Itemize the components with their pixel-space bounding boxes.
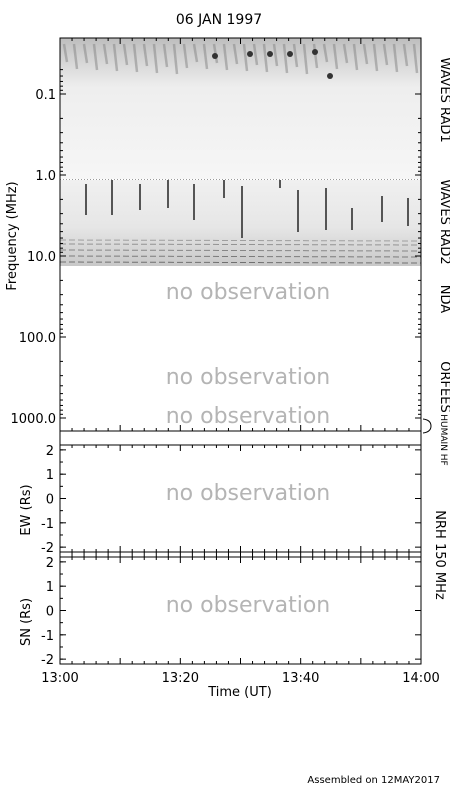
nrh-y-tick-label: -2	[41, 653, 54, 668]
spectrum-y-axis: 0.1 1.0 10.0 100.0 1000.0	[11, 69, 421, 427]
rad1-spectrum	[60, 38, 421, 179]
rad1-streak	[112, 43, 119, 72]
rad1-burst-dot	[312, 49, 318, 55]
rad1-streak	[352, 43, 359, 71]
instrument-label: NDA	[437, 285, 450, 314]
nrh-y-tick-label: 2	[46, 444, 54, 459]
ew-panel: no observation EW (Rs)	[19, 444, 422, 553]
spectrum-y-tick-label: 10.0	[27, 250, 56, 265]
spectrum-y-label: Frequency (MHz)	[5, 181, 20, 290]
rad1-streak	[382, 43, 389, 66]
rad1-streak	[332, 43, 339, 70]
rad1-streak	[322, 43, 329, 63]
spectrum-y-tick-label: 0.1	[35, 88, 56, 103]
rad1-streak	[82, 43, 89, 64]
rad1-burst-streaks	[62, 43, 419, 79]
time-tick-label: 13:40	[282, 671, 319, 686]
rad1-streak	[392, 43, 399, 73]
instrument-label: HUMAIN HF	[438, 414, 448, 465]
nrh-y-tick-label: 2	[46, 556, 54, 571]
rad1-burst-dot	[287, 51, 293, 57]
hf-bracket	[422, 418, 432, 434]
spectrum-y-tick-label: 100.0	[19, 331, 56, 346]
rad1-streak	[92, 43, 99, 71]
time-ticks	[59, 38, 422, 664]
rad1-streak	[282, 43, 289, 74]
ew-y-label: EW (Rs)	[19, 484, 34, 535]
nrh-label: NRH 150 MHz	[432, 510, 447, 600]
rad1-streak	[232, 43, 239, 65]
rad1-streak	[272, 43, 279, 67]
nrh-y-tick-label: 0	[46, 605, 54, 620]
nrh-y-tick-label: -2	[41, 541, 54, 556]
chart-title: 06 JAN 1997	[176, 12, 262, 28]
rad2-band	[59, 243, 422, 246]
instrument-labels: WAVES RAD1 WAVES RAD2 NDA ORFEES HUMAIN HF	[437, 57, 450, 465]
rad1-streak	[292, 43, 299, 68]
sn-no-observation: no observation	[166, 593, 331, 618]
rad1-streak	[172, 43, 179, 75]
rad1-streak	[72, 43, 79, 70]
instrument-label: ORFEES	[437, 361, 450, 412]
rad1-streak	[182, 43, 189, 69]
time-axis-labels: 13:00 13:20 13:40 14:00	[41, 671, 439, 686]
rad1-burst-dot	[327, 73, 333, 79]
rad1-streak	[162, 43, 169, 68]
rad1-streak	[202, 43, 209, 70]
rad1-streak	[192, 43, 199, 63]
sn-panel: no observation SN (Rs)	[19, 556, 422, 665]
footer-assembled: Assembled on 12MAY2017	[307, 775, 440, 786]
panel-separator-top	[59, 430, 422, 446]
rad1-streak	[62, 43, 69, 63]
time-tick-label: 14:00	[402, 671, 439, 686]
sn-y-label: SN (Rs)	[19, 598, 34, 646]
nrh-y-tick-label: 1	[46, 468, 54, 483]
rad2-band	[59, 261, 422, 264]
time-tick-label: 13:20	[162, 671, 199, 686]
rad1-burst-dot	[212, 53, 218, 59]
nrh-y-tick-label: -1	[41, 629, 54, 644]
instrument-label: WAVES RAD2	[437, 179, 450, 264]
spectrum-y-tick-label: 1000.0	[11, 412, 57, 427]
rad1-streak	[312, 43, 319, 69]
rad1-streak	[152, 43, 159, 74]
rad1-streak	[102, 43, 109, 65]
rad1-streak	[302, 43, 309, 75]
ew-no-observation: no observation	[166, 481, 331, 506]
x-axis-label: Time (UT)	[207, 685, 272, 700]
spectrum-no-observation-hf: no observation	[166, 404, 331, 429]
rad2-band	[59, 239, 422, 242]
rad1-streak	[142, 43, 149, 67]
rad1-burst-dot	[267, 51, 273, 57]
rad2-spectrum	[60, 180, 421, 266]
rad1-streak	[412, 43, 419, 74]
instrument-label: WAVES RAD1	[437, 57, 450, 142]
rad1-streak	[362, 43, 369, 65]
rad1-streak	[132, 43, 139, 73]
nrh-y-tick-label: 1	[46, 580, 54, 595]
rad1-burst-dot	[247, 51, 253, 57]
rad1-streak	[402, 43, 409, 67]
rad1-streak	[372, 43, 379, 72]
spectrum-no-observation-nda: no observation	[166, 280, 331, 305]
time-tick-label: 13:00	[41, 671, 78, 686]
rad1-streak	[242, 43, 249, 72]
rad1-streak	[122, 43, 129, 66]
rad1-streak	[222, 43, 229, 71]
nrh-y-tick-label: -1	[41, 517, 54, 532]
rad1-streak	[342, 43, 349, 64]
rad2-band	[59, 255, 422, 258]
nrh-y-tick-label: 0	[46, 493, 54, 508]
rad2-band	[59, 249, 422, 252]
rad1-streak	[262, 43, 269, 73]
rad2-burst-streaks	[59, 180, 422, 264]
spectrum-no-observation-orfees: no observation	[166, 365, 331, 390]
spectrum-y-tick-label: 1.0	[35, 169, 56, 184]
rad1-streak	[252, 43, 259, 66]
spectrum-panel: no observation no observation no observa…	[5, 37, 450, 466]
